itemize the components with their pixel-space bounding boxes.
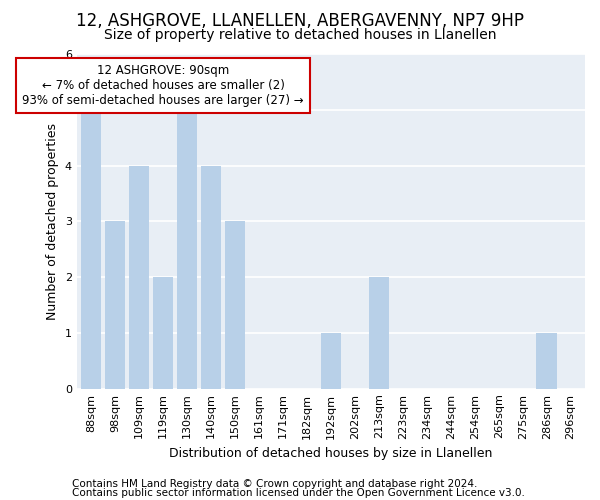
Text: Contains public sector information licensed under the Open Government Licence v3: Contains public sector information licen… <box>72 488 525 498</box>
Text: 12, ASHGROVE, LLANELLEN, ABERGAVENNY, NP7 9HP: 12, ASHGROVE, LLANELLEN, ABERGAVENNY, NP… <box>76 12 524 30</box>
Bar <box>81 110 101 388</box>
Bar <box>105 222 125 388</box>
Bar <box>201 166 221 388</box>
Bar <box>536 333 557 388</box>
Bar <box>177 110 197 388</box>
Text: 12 ASHGROVE: 90sqm
← 7% of detached houses are smaller (2)
93% of semi-detached : 12 ASHGROVE: 90sqm ← 7% of detached hous… <box>22 64 304 107</box>
Bar <box>321 333 341 388</box>
Y-axis label: Number of detached properties: Number of detached properties <box>46 123 59 320</box>
Bar <box>225 222 245 388</box>
Bar <box>153 277 173 388</box>
Text: Contains HM Land Registry data © Crown copyright and database right 2024.: Contains HM Land Registry data © Crown c… <box>72 479 478 489</box>
Bar <box>368 277 389 388</box>
Text: Size of property relative to detached houses in Llanellen: Size of property relative to detached ho… <box>104 28 496 42</box>
Bar <box>129 166 149 388</box>
X-axis label: Distribution of detached houses by size in Llanellen: Distribution of detached houses by size … <box>169 447 493 460</box>
